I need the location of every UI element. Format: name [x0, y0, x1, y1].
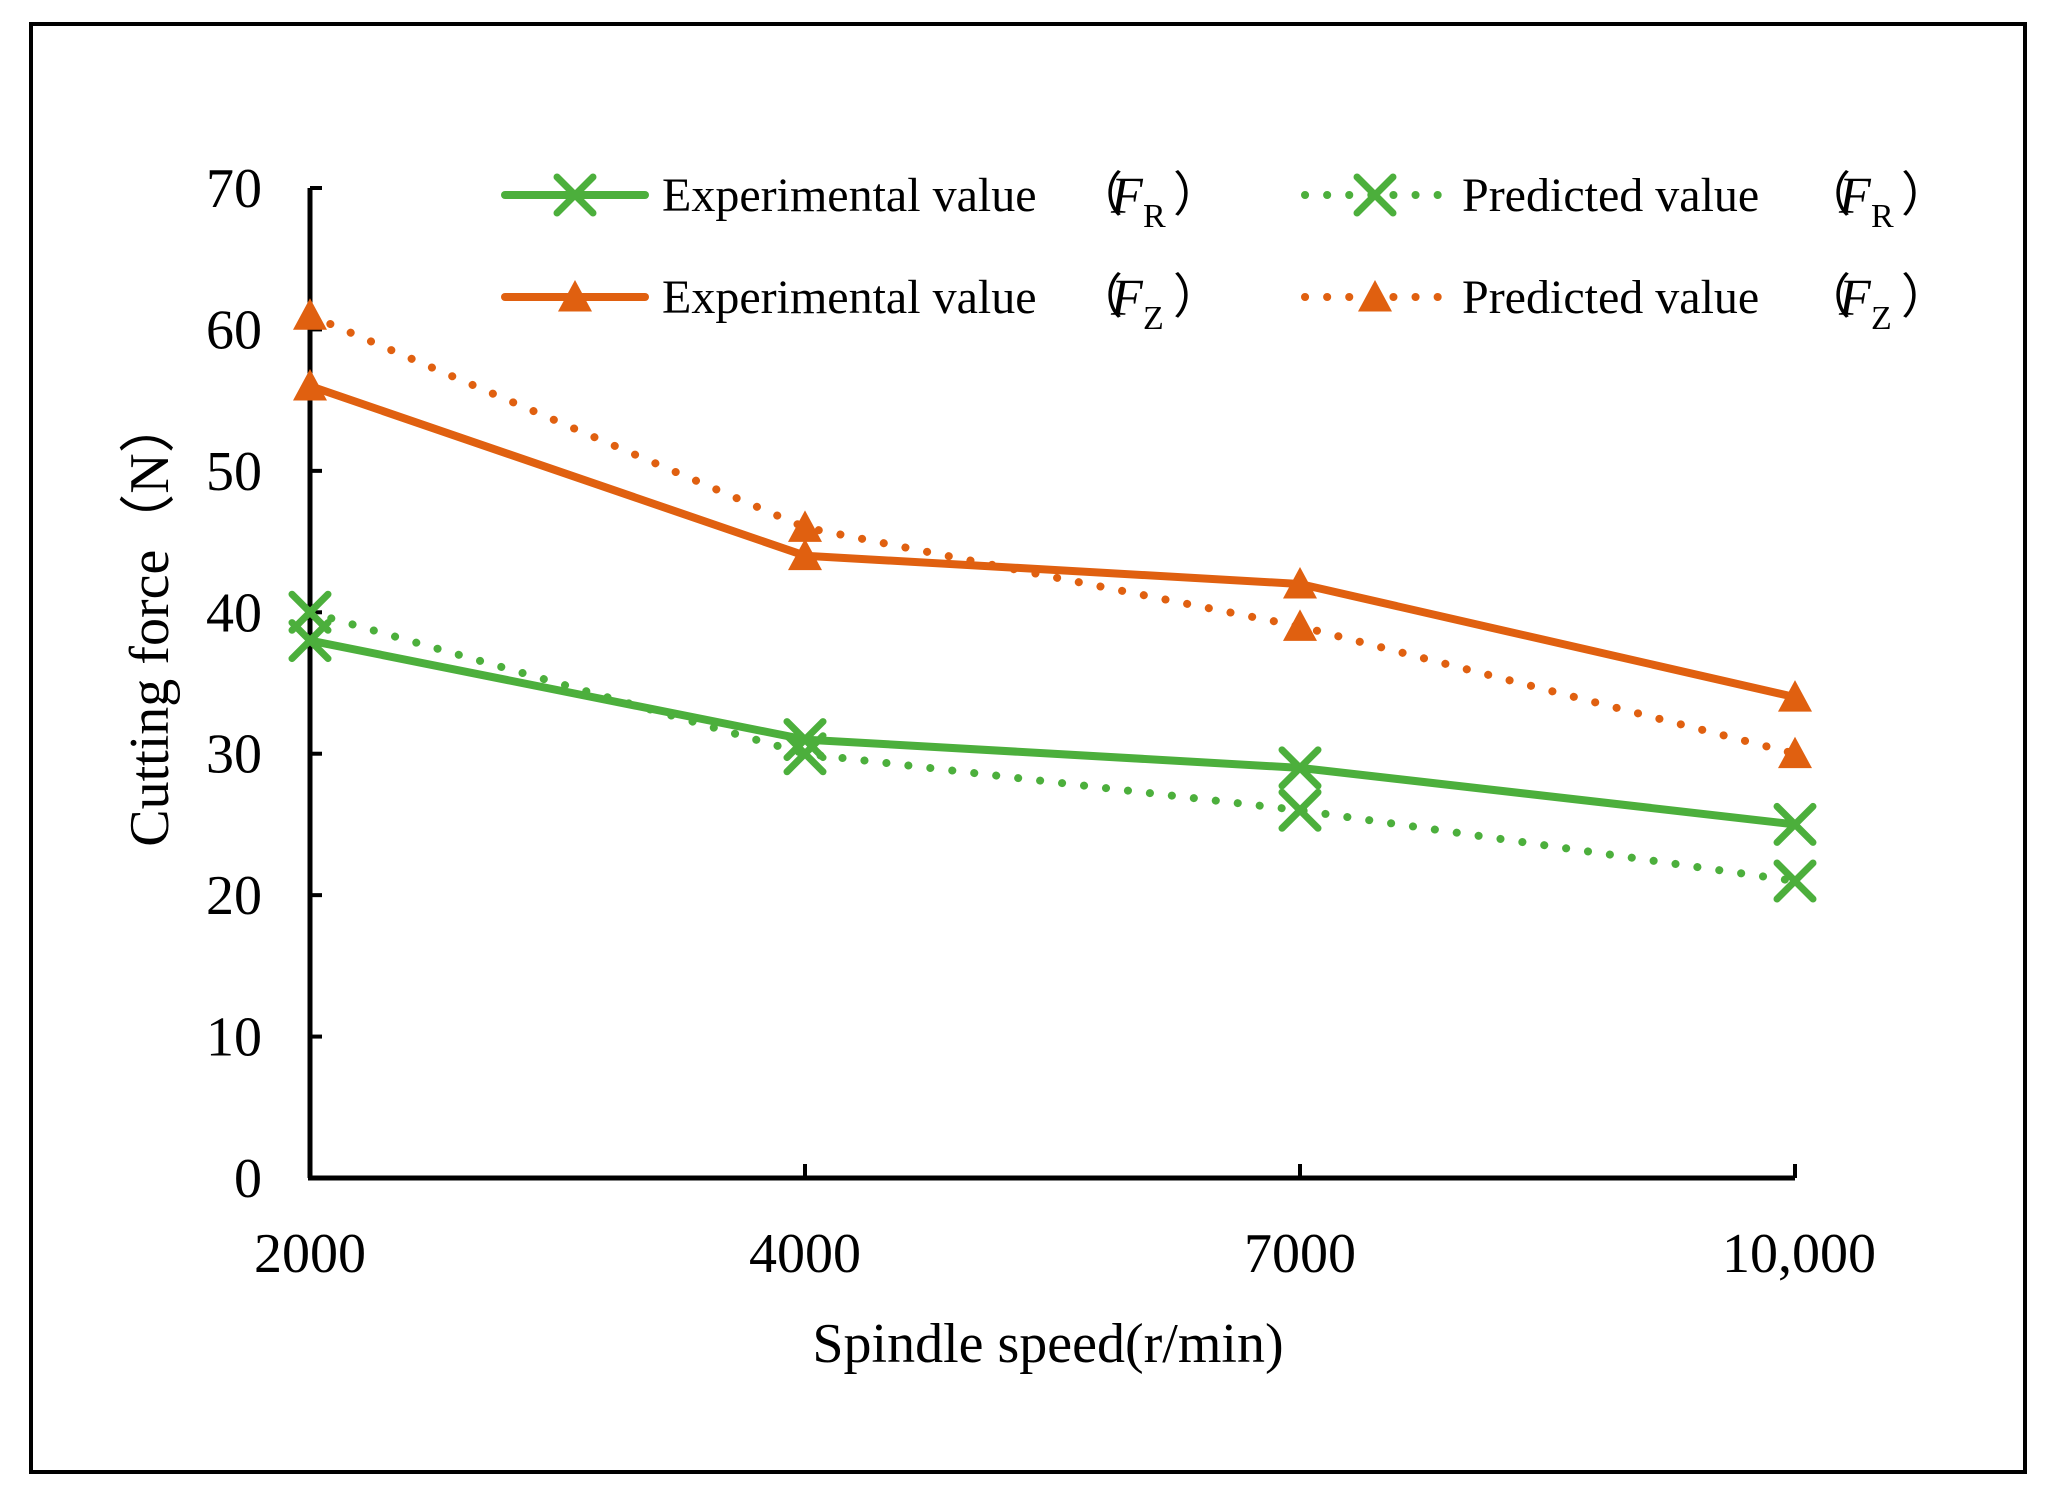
legend-paren-close: ） — [1173, 169, 1221, 222]
x-tick-label: 10,000 — [1722, 1223, 1876, 1285]
data-point-triangle-marker — [1778, 680, 1812, 712]
y-tick-label: 10 — [206, 1007, 262, 1069]
y-axis-title: Cutting force（N） — [119, 397, 181, 846]
legend-paren-close: ） — [1901, 271, 1949, 324]
marker-stroke — [1773, 859, 1817, 903]
data-point-x-marker — [1278, 746, 1322, 790]
data-point-triangle-marker — [1283, 567, 1317, 599]
legend-paren-open: （ — [1803, 169, 1851, 222]
series-1 — [288, 590, 1817, 903]
series-line — [306, 311, 1799, 758]
y-tick-label: 0 — [234, 1148, 262, 1210]
chart-frame — [29, 22, 2027, 1474]
legend-paren-close: ） — [1901, 169, 1949, 222]
marker-stroke — [1278, 788, 1322, 832]
legend-subscript: R — [1871, 198, 1894, 235]
legend-subscript: Z — [1143, 300, 1164, 337]
y-tick-label: 30 — [206, 724, 262, 786]
y-tick-label: 40 — [206, 582, 262, 644]
x-axis-title: Spindle speed(r/min) — [812, 1313, 1283, 1375]
data-point-x-marker — [288, 590, 332, 634]
x-tick-label: 2000 — [254, 1223, 366, 1285]
legend-subscript: Z — [1871, 300, 1892, 337]
data-point-x-marker — [1773, 802, 1817, 846]
legend-variable: F — [1838, 168, 1872, 225]
legend: Experimental value （F R） Predicted value （F R… — [501, 168, 1949, 337]
x-tick-label: 4000 — [749, 1223, 861, 1285]
data-point-x-marker — [553, 173, 597, 217]
data-point-triangle-marker — [558, 280, 592, 312]
y-tick-label: 60 — [206, 299, 262, 361]
legend-label: Predicted value — [1462, 271, 1759, 324]
data-point-triangle-marker — [788, 538, 822, 571]
data-point-x-marker — [783, 718, 827, 762]
legend-paren-open: （ — [1075, 271, 1123, 324]
legend-item: Experimental value （F Z） — [501, 270, 1221, 337]
x-ticks: 2000 4000 7000 10,000 — [254, 1164, 1876, 1285]
data-point-triangle-marker — [1358, 280, 1392, 312]
legend-item: Predicted value （F Z） — [1301, 270, 1949, 337]
y-ticks: 0 10 20 30 40 50 60 70 — [206, 158, 322, 1210]
legend-item: Experimental value （F R） — [501, 168, 1221, 235]
data-point-x-marker — [1773, 859, 1817, 903]
legend-label: Experimental value — [662, 169, 1037, 222]
data-point-triangle-marker — [1778, 736, 1812, 769]
series-line — [306, 608, 1799, 885]
series-line — [306, 382, 1799, 702]
legend-paren-close: ） — [1173, 271, 1221, 324]
legend-label: Experimental value — [662, 271, 1037, 324]
legend-variable: F — [1110, 168, 1144, 225]
data-point-triangle-marker — [1283, 609, 1317, 641]
y-tick-label: 70 — [206, 158, 262, 220]
y-tick-label: 50 — [206, 441, 262, 503]
marker-stroke — [1773, 802, 1817, 846]
legend-variable: F — [1110, 270, 1144, 327]
series-3 — [293, 298, 1812, 769]
data-point-triangle-marker — [293, 298, 327, 330]
series-0 — [288, 619, 1817, 846]
series-line — [306, 636, 1799, 829]
axes — [307, 188, 1795, 1181]
legend-paren-open: （ — [1075, 169, 1123, 222]
marker-stroke — [783, 732, 827, 776]
series-group — [288, 298, 1817, 903]
legend-subscript: R — [1143, 198, 1166, 235]
data-point-x-marker — [783, 732, 827, 776]
legend-paren-open: （ — [1803, 271, 1851, 324]
x-tick-label: 7000 — [1244, 1223, 1356, 1285]
marker-stroke — [1353, 173, 1397, 217]
legend-label: Predicted value — [1462, 169, 1759, 222]
marker-stroke — [553, 173, 597, 217]
marker-stroke — [288, 590, 332, 634]
marker-stroke — [783, 718, 827, 762]
data-point-triangle-marker — [788, 510, 822, 542]
legend-item: Predicted value （F R） — [1301, 168, 1949, 235]
data-point-x-marker — [1353, 173, 1397, 217]
series-2 — [293, 369, 1812, 712]
data-point-x-marker — [1278, 788, 1322, 832]
y-tick-label: 20 — [206, 865, 262, 927]
data-point-triangle-marker — [293, 369, 327, 401]
legend-variable: F — [1838, 270, 1872, 327]
marker-stroke — [1278, 746, 1322, 790]
